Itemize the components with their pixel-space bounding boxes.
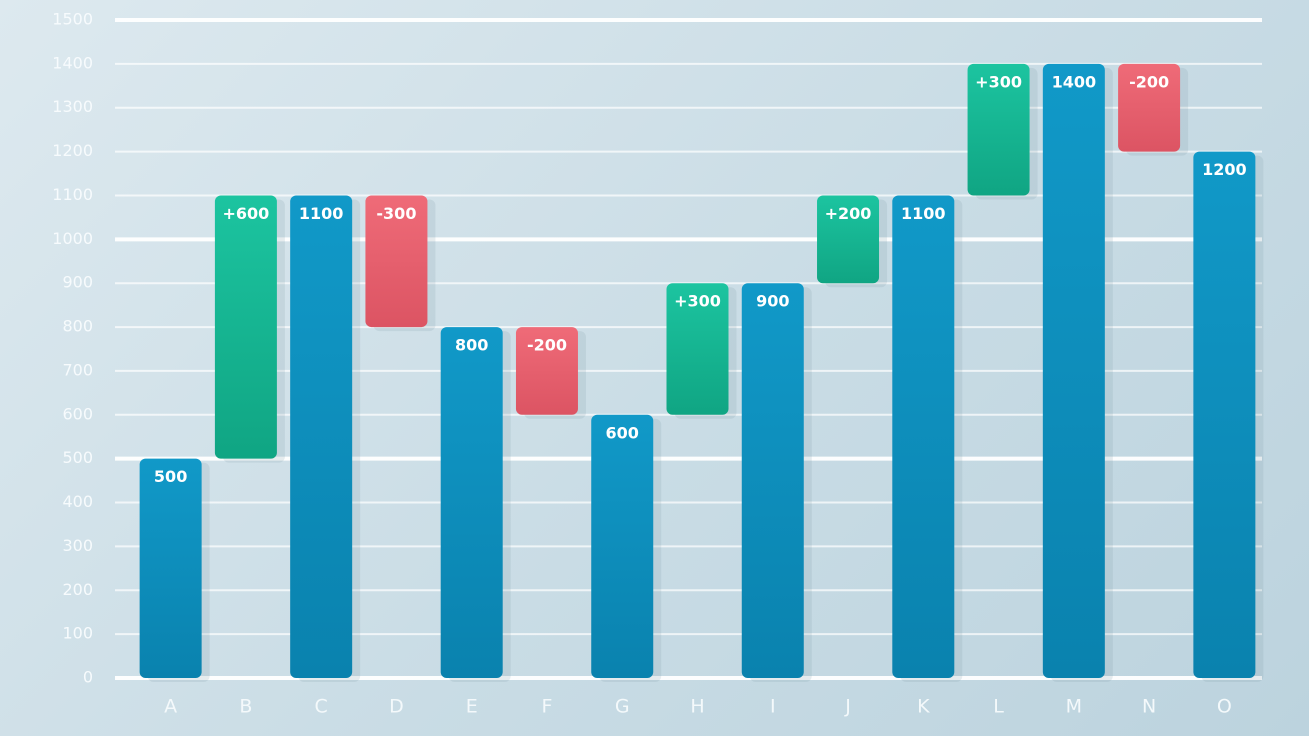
y-tick-label: 900 bbox=[62, 273, 93, 292]
value-label: -200 bbox=[527, 336, 567, 355]
bar bbox=[817, 195, 880, 284]
value-label: 600 bbox=[606, 423, 639, 442]
y-tick-label: 600 bbox=[62, 404, 93, 423]
x-tick-label: J bbox=[844, 696, 851, 718]
x-tick-label: M bbox=[1066, 696, 1082, 718]
x-tick-label: K bbox=[917, 696, 930, 718]
value-label: +600 bbox=[222, 204, 269, 223]
value-label: 1100 bbox=[901, 204, 946, 223]
value-label: 1200 bbox=[1202, 160, 1247, 179]
bar bbox=[515, 327, 578, 415]
value-label: +300 bbox=[674, 292, 721, 311]
x-tick-label: N bbox=[1142, 696, 1156, 718]
y-tick-label: 700 bbox=[62, 360, 93, 379]
bar bbox=[1118, 63, 1181, 152]
bar bbox=[741, 283, 804, 678]
x-tick-label: I bbox=[770, 696, 776, 718]
bar bbox=[365, 195, 428, 328]
value-label: +300 bbox=[975, 72, 1022, 91]
bar bbox=[591, 414, 654, 678]
x-tick-label: B bbox=[239, 696, 252, 718]
bar bbox=[290, 195, 353, 678]
value-label: -200 bbox=[1129, 72, 1169, 91]
y-tick-label: 1100 bbox=[52, 185, 93, 204]
bar bbox=[1042, 63, 1105, 679]
bar bbox=[139, 458, 202, 678]
x-tick-label: E bbox=[466, 696, 478, 718]
value-label: +200 bbox=[825, 204, 872, 223]
value-label: 1400 bbox=[1052, 72, 1097, 91]
value-label: 800 bbox=[455, 336, 488, 355]
bar bbox=[666, 283, 729, 415]
bar bbox=[967, 63, 1030, 196]
x-tick-label: H bbox=[690, 696, 704, 718]
bar bbox=[440, 327, 503, 678]
bar bbox=[214, 195, 277, 459]
y-tick-label: 100 bbox=[62, 624, 93, 643]
y-tick-label: 1500 bbox=[52, 10, 93, 29]
y-tick-label: 800 bbox=[62, 317, 93, 336]
bar bbox=[892, 195, 955, 678]
x-tick-label: D bbox=[389, 696, 404, 718]
y-tick-label: 1200 bbox=[52, 141, 93, 160]
x-tick-label: F bbox=[541, 696, 552, 718]
x-tick-label: G bbox=[615, 696, 630, 718]
value-label: -300 bbox=[376, 204, 416, 223]
value-label: 500 bbox=[154, 467, 187, 486]
y-tick-label: 1400 bbox=[52, 53, 93, 72]
x-tick-label: C bbox=[315, 696, 328, 718]
y-tick-label: 400 bbox=[62, 492, 93, 511]
y-tick-label: 200 bbox=[62, 580, 93, 599]
bar bbox=[1193, 151, 1256, 679]
value-label: 1100 bbox=[299, 204, 344, 223]
y-tick-label: 300 bbox=[62, 536, 93, 555]
value-label: 900 bbox=[756, 292, 789, 311]
y-tick-label: 1300 bbox=[52, 97, 93, 116]
x-tick-label: O bbox=[1217, 696, 1232, 718]
y-tick-label: 500 bbox=[62, 448, 93, 467]
x-tick-label: A bbox=[164, 696, 177, 718]
y-tick-label: 0 bbox=[83, 668, 93, 687]
x-tick-label: L bbox=[993, 696, 1004, 718]
y-tick-label: 1000 bbox=[52, 229, 93, 248]
